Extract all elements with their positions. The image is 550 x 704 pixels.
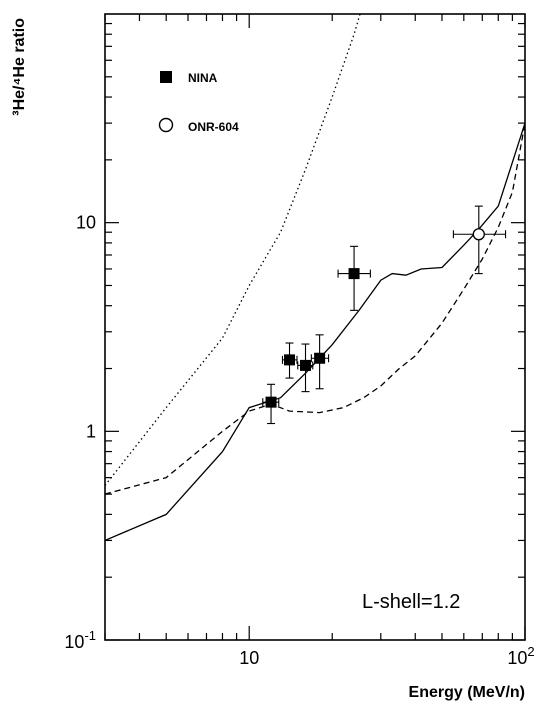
plot-frame xyxy=(104,13,526,641)
nina-point xyxy=(281,342,298,379)
onr-604-marker xyxy=(472,228,485,241)
dotted-curve xyxy=(105,14,361,486)
legend-marker-nina xyxy=(160,71,172,83)
nina-marker xyxy=(348,268,360,280)
nina-point xyxy=(297,343,314,393)
legend-label-onr604: ONR-604 xyxy=(188,120,239,134)
nina-marker xyxy=(314,352,326,364)
y-tick-label-1: 1 xyxy=(86,421,96,441)
y-axis-title: ³He/⁴He ratio xyxy=(11,18,28,116)
dashed-curve xyxy=(105,122,525,495)
onr-604-point xyxy=(452,205,507,275)
legend-marker-onr604 xyxy=(158,117,174,133)
y-tick-label-0.1: 10-1 xyxy=(64,628,96,652)
legend: NINA ONR-604 xyxy=(158,71,239,134)
nina-point xyxy=(310,334,330,390)
model-curves xyxy=(105,14,525,541)
axis-ticks xyxy=(104,14,526,641)
nina-point xyxy=(262,383,280,425)
x-tick-label-100: 102 xyxy=(507,644,534,668)
solid-curve xyxy=(105,122,525,541)
x-axis-title: Energy (MeV/n) xyxy=(409,684,525,701)
x-tick-label-10: 10 xyxy=(239,648,259,668)
nina-point xyxy=(337,245,371,311)
legend-label-nina: NINA xyxy=(188,71,218,85)
y-tick-label-10: 10 xyxy=(76,213,96,233)
nina-marker xyxy=(300,359,312,371)
data-points xyxy=(262,205,507,425)
nina-marker xyxy=(265,396,277,408)
nina-marker xyxy=(284,354,296,366)
l-shell-annotation: L-shell=1.2 xyxy=(362,591,460,613)
